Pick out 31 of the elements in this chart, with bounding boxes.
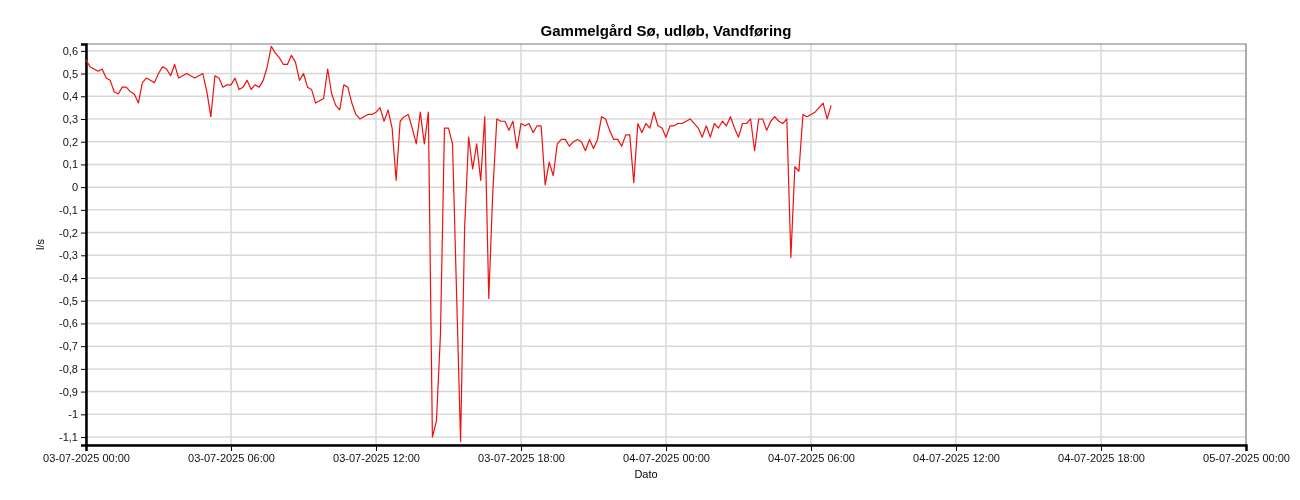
y-tick-label: -0,1 [59, 203, 78, 216]
y-tick-label: -0,8 [59, 362, 78, 375]
y-tick-label: 0,2 [62, 135, 78, 148]
y-tick-label: -1,1 [59, 431, 78, 444]
y-tick-label: 0,5 [62, 67, 78, 80]
y-tick-label: -0,3 [59, 249, 78, 262]
y-tick-label: 0 [71, 181, 78, 194]
y-tick-label: 0,4 [62, 90, 78, 103]
x-tick-label: 04-07-2025 00:00 [623, 451, 710, 464]
x-tick-label: 05-07-2025 00:00 [1203, 451, 1290, 464]
y-tick-label: 0,3 [62, 112, 78, 125]
chart-title: Gammelgård Sø, udløb, Vandføring [540, 22, 792, 39]
y-tick-label: -0,7 [59, 340, 78, 353]
y-tick-label: -0,4 [59, 272, 78, 285]
y-tick-label: -0,6 [59, 317, 78, 330]
y-tick-label: 0,1 [62, 158, 78, 171]
y-tick-label: 0,6 [62, 44, 78, 57]
y-tick-label: -0,9 [59, 385, 78, 398]
x-tick-label: 04-07-2025 06:00 [768, 451, 855, 464]
x-tick-label: 03-07-2025 06:00 [188, 451, 275, 464]
x-tick-label: 04-07-2025 12:00 [913, 451, 1000, 464]
x-tick-label: 03-07-2025 18:00 [478, 451, 565, 464]
y-tick-label: -0,2 [59, 226, 78, 239]
y-axis-title: l/s [34, 238, 46, 250]
y-tick-label: -1 [68, 408, 78, 421]
x-axis-title: Dato [634, 468, 658, 480]
y-tick-label: -0,5 [59, 294, 78, 307]
x-tick-label: 04-07-2025 18:00 [1058, 451, 1145, 464]
line-series [85, 45, 832, 443]
x-tick-label: 03-07-2025 00:00 [43, 451, 130, 464]
x-tick-label: 03-07-2025 12:00 [333, 451, 420, 464]
